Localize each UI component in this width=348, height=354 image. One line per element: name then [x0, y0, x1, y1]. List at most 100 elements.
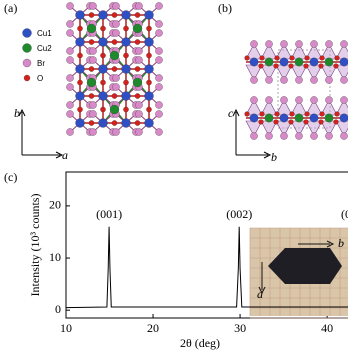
atom	[155, 110, 163, 118]
atom	[280, 76, 288, 84]
atom	[146, 106, 152, 113]
atom	[66, 110, 74, 118]
axis-label: b	[271, 150, 277, 164]
atom	[289, 111, 295, 117]
atom	[112, 29, 120, 37]
atom	[244, 111, 250, 117]
atom	[288, 119, 294, 125]
atom	[98, 118, 108, 128]
atom	[304, 55, 310, 61]
atom	[123, 52, 129, 59]
atom	[112, 2, 120, 10]
peak-label: (001)	[96, 207, 122, 221]
atom	[295, 40, 303, 48]
atom	[310, 96, 318, 104]
atom	[319, 111, 325, 117]
atom	[135, 101, 143, 109]
atom	[333, 63, 339, 69]
atom	[250, 96, 258, 104]
atom	[334, 55, 340, 61]
atom	[121, 118, 131, 128]
atom	[249, 113, 259, 123]
atom	[155, 29, 163, 37]
x-axis-label: 2θ (deg)	[180, 336, 220, 350]
atom	[144, 91, 154, 101]
atom	[295, 96, 303, 104]
atom	[259, 111, 265, 117]
axis-label: a	[257, 287, 263, 301]
legend-label: O	[37, 74, 43, 83]
atom	[294, 113, 304, 123]
atom	[144, 64, 154, 74]
atom	[77, 25, 83, 32]
atom	[288, 63, 294, 69]
atom	[123, 79, 129, 86]
unit-cell	[277, 49, 331, 129]
legend-swatch	[23, 74, 31, 82]
atom	[86, 77, 97, 88]
atom	[155, 47, 163, 55]
atom	[86, 23, 97, 34]
atom	[155, 128, 163, 136]
atom	[144, 118, 154, 128]
atom	[98, 37, 108, 47]
atom	[135, 56, 143, 64]
atom	[339, 113, 348, 123]
atom	[66, 29, 74, 37]
atom	[134, 66, 141, 72]
axis-label: b	[14, 106, 20, 120]
atom	[98, 91, 108, 101]
atom	[146, 79, 152, 86]
atom	[259, 55, 265, 61]
y-tick-label: 10	[49, 250, 61, 264]
atom	[295, 132, 303, 140]
atom	[295, 76, 303, 84]
arrow	[326, 240, 335, 248]
legend-label: Cu1	[37, 29, 52, 38]
atom	[111, 93, 118, 99]
atom	[310, 76, 318, 84]
atom	[155, 2, 163, 10]
axis-label: b	[338, 236, 344, 250]
atom	[75, 10, 85, 20]
atom	[304, 111, 310, 117]
atom	[89, 2, 97, 10]
arrow	[258, 286, 266, 295]
atom	[310, 132, 318, 140]
atom	[325, 96, 333, 104]
atom	[146, 25, 152, 32]
atom	[100, 25, 106, 32]
atom	[324, 113, 334, 123]
atom	[294, 57, 304, 67]
atom	[66, 2, 74, 10]
atom	[109, 50, 120, 61]
atom	[340, 40, 348, 48]
structure-a: Cu1 Cu2 Br O	[22, 2, 163, 136]
atom	[121, 64, 131, 74]
atom	[88, 120, 95, 126]
atom	[324, 57, 334, 67]
panel-label: (b)	[218, 1, 232, 15]
atom	[88, 39, 95, 45]
atom	[109, 104, 120, 115]
atom	[264, 57, 274, 67]
atom	[318, 63, 324, 69]
atom	[340, 76, 348, 84]
atom	[309, 57, 319, 67]
atom	[144, 10, 154, 20]
atom	[66, 20, 74, 28]
peak-label: (002)	[226, 207, 252, 221]
atom	[121, 10, 131, 20]
atom	[77, 52, 83, 59]
atom	[98, 10, 108, 20]
atom	[334, 111, 340, 117]
atom	[134, 120, 141, 126]
atom	[325, 76, 333, 84]
legend-swatch	[22, 58, 32, 68]
legend-label: Cu2	[37, 44, 52, 53]
atom	[132, 23, 143, 34]
x-tick-label: 40	[321, 321, 333, 335]
atom	[123, 106, 129, 113]
atom	[89, 47, 97, 55]
